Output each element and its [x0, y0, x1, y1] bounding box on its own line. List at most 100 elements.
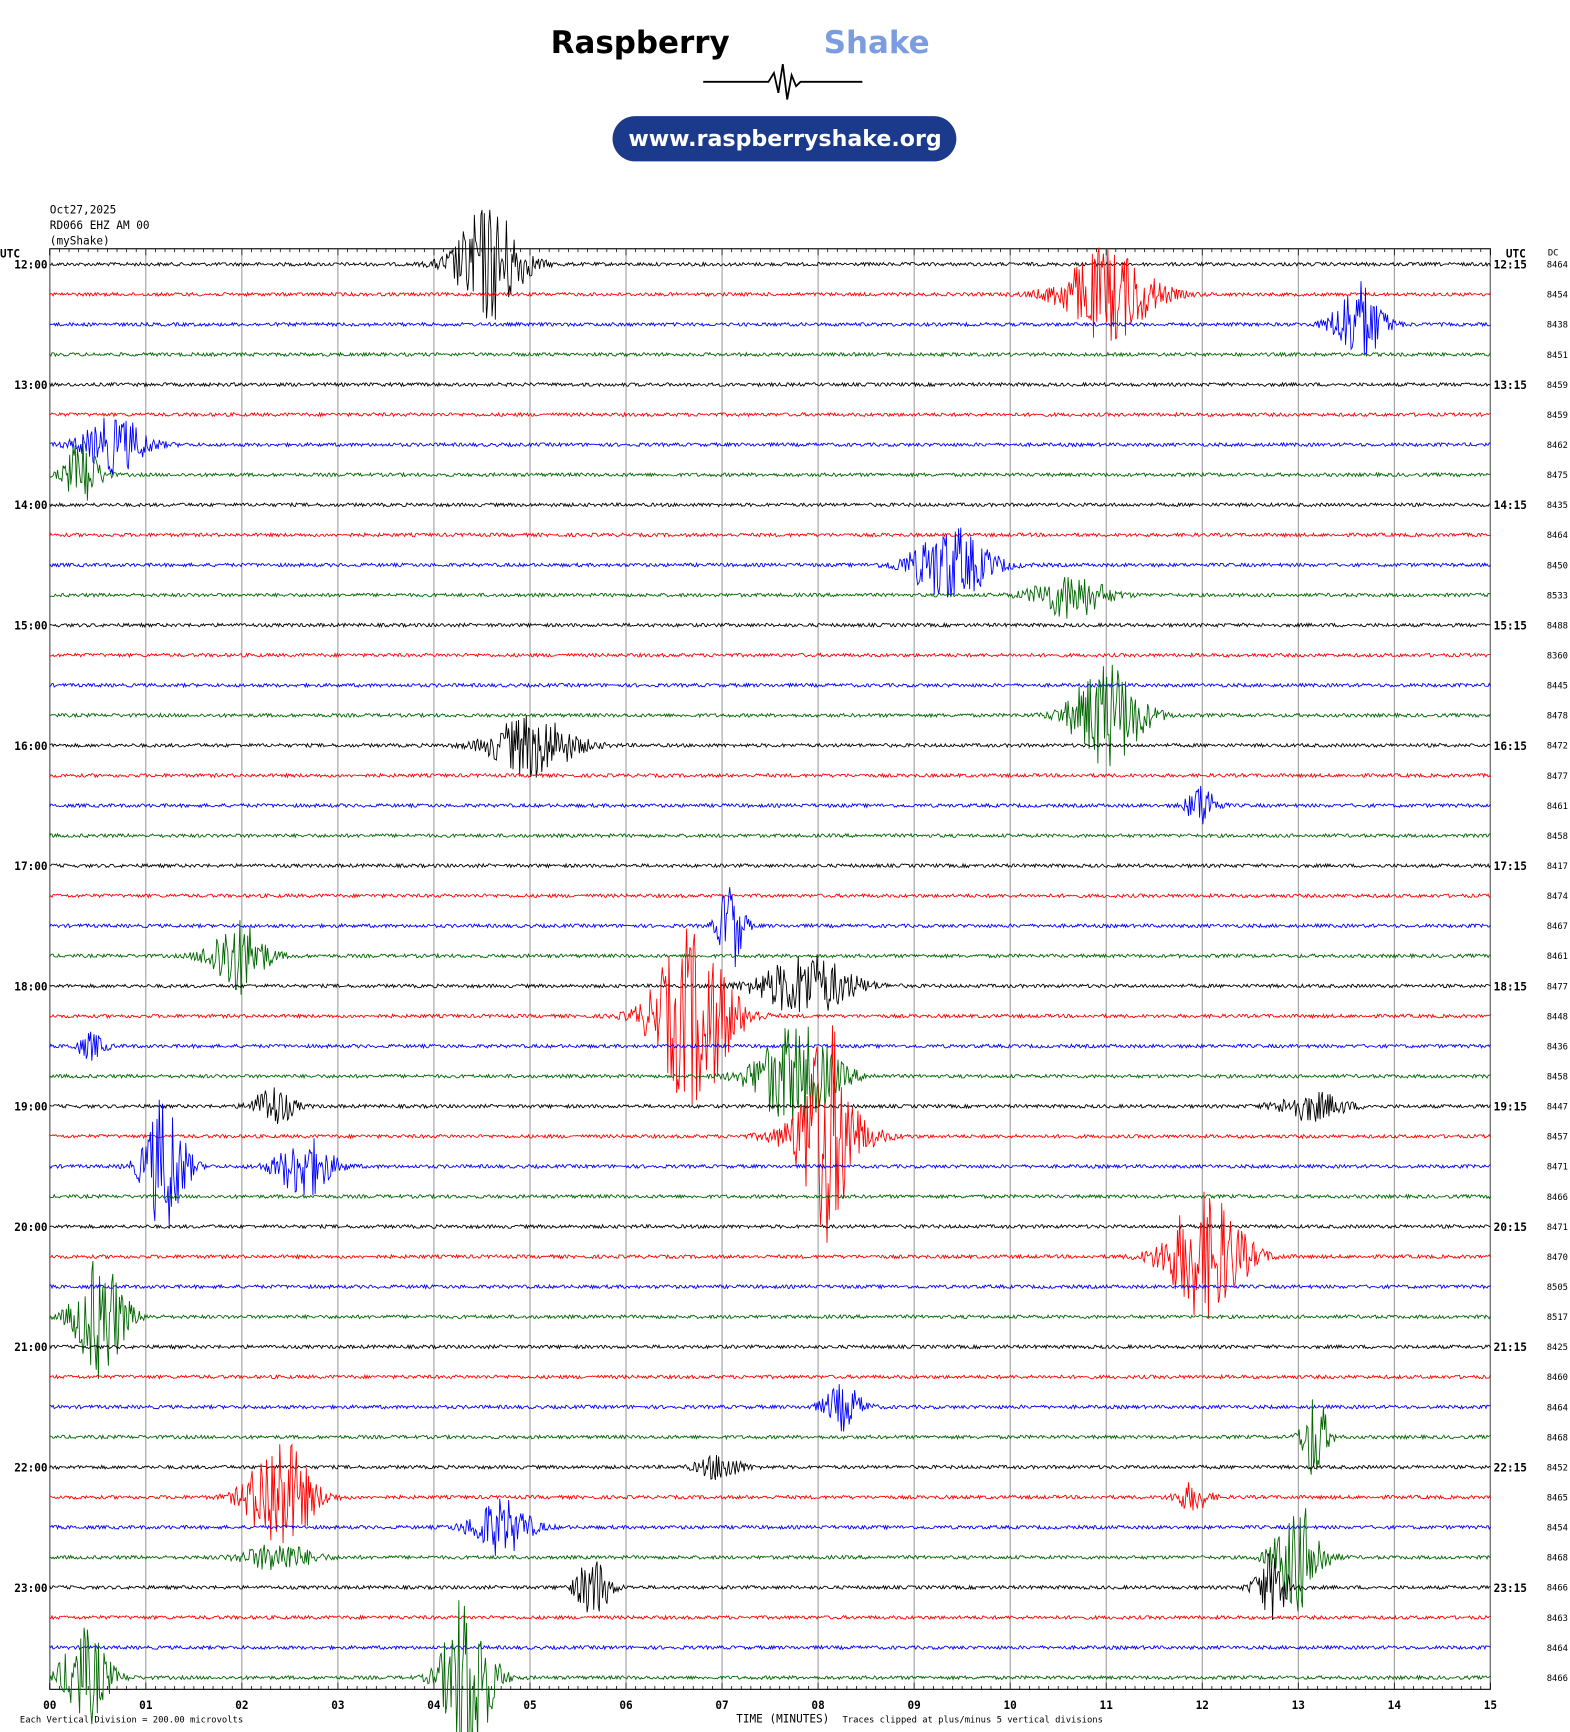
dc-value: 8458	[1547, 832, 1568, 842]
dc-value: 8460	[1547, 1373, 1568, 1383]
dc-value: 8477	[1547, 772, 1568, 782]
trace	[49, 1443, 1491, 1544]
trace	[49, 772, 1491, 779]
dc-value: 8360	[1547, 651, 1568, 661]
dc-value: 8533	[1547, 591, 1568, 601]
trace	[49, 577, 1491, 619]
dc-value: 8471	[1547, 1163, 1568, 1173]
dc-value: 8468	[1547, 1433, 1568, 1443]
trace	[49, 954, 1491, 1013]
trace	[49, 1260, 1491, 1379]
time-right: 13:15	[1494, 379, 1527, 392]
trace	[49, 1384, 1491, 1432]
minute-label: 04	[427, 1699, 441, 1712]
dc-title: DC	[1548, 248, 1559, 258]
trace	[49, 501, 1491, 508]
trace	[49, 1087, 1491, 1124]
trace	[49, 209, 1491, 320]
dc-value: 8445	[1547, 682, 1568, 692]
dc-value: 8466	[1547, 1674, 1568, 1684]
trace	[49, 1099, 1491, 1227]
time-right: 18:15	[1494, 980, 1527, 993]
trace	[49, 1508, 1491, 1612]
trace	[49, 527, 1491, 598]
time-left: 15:00	[14, 620, 47, 633]
time-left: 12:00	[14, 259, 47, 272]
minute-label: 09	[907, 1699, 920, 1712]
minute-label: 02	[235, 1699, 248, 1712]
dc-value: 8467	[1547, 922, 1568, 932]
dc-value: 8464	[1547, 261, 1568, 271]
minute-label: 15	[1484, 1699, 1497, 1712]
station: RD066 EHZ AM 00	[50, 219, 150, 232]
trace	[49, 1193, 1491, 1200]
time-left: 16:00	[14, 740, 47, 753]
trace	[49, 832, 1491, 839]
trace	[49, 1223, 1491, 1230]
trace	[49, 411, 1491, 418]
dc-value: 8436	[1547, 1042, 1568, 1052]
dc-value: 8464	[1547, 1403, 1568, 1413]
trace	[49, 1552, 1491, 1621]
minute-label: 11	[1100, 1699, 1114, 1712]
trace	[49, 417, 1491, 476]
minute-label: 13	[1292, 1699, 1305, 1712]
trace	[49, 1600, 1491, 1732]
dc-value: 8459	[1547, 381, 1568, 391]
trace	[49, 928, 1491, 1106]
minute-label: 10	[1004, 1699, 1017, 1712]
dc-value: 8472	[1547, 742, 1568, 752]
dc-value: 8417	[1547, 862, 1568, 872]
source: (myShake)	[50, 234, 110, 247]
time-right: 17:15	[1494, 860, 1527, 873]
trace	[49, 441, 1491, 501]
trace	[49, 682, 1491, 689]
trace	[49, 1283, 1491, 1290]
time-right: 21:15	[1494, 1341, 1527, 1354]
dc-value: 8466	[1547, 1193, 1568, 1203]
dc-value: 8465	[1547, 1493, 1568, 1503]
trace	[49, 862, 1491, 869]
trace	[49, 1644, 1491, 1651]
dc-value: 8435	[1547, 501, 1568, 511]
trace	[49, 1399, 1491, 1475]
dc-value: 8451	[1547, 351, 1568, 361]
trace	[49, 785, 1491, 825]
time-right: 23:15	[1494, 1582, 1527, 1595]
time-left: 17:00	[14, 860, 47, 873]
time-right: 20:15	[1494, 1221, 1527, 1234]
dc-value: 8466	[1547, 1584, 1568, 1594]
dc-value: 8475	[1547, 471, 1568, 481]
trace	[49, 652, 1491, 659]
dc-value: 8470	[1547, 1253, 1568, 1263]
brand-light: Shake	[824, 25, 930, 61]
brand-dark: Raspberry	[551, 25, 730, 61]
time-left: 18:00	[14, 980, 47, 993]
trace	[49, 1373, 1491, 1380]
minute-label: 12	[1196, 1699, 1209, 1712]
dc-value: 8468	[1547, 1554, 1568, 1564]
trace	[49, 247, 1491, 341]
time-left: 22:00	[14, 1462, 47, 1475]
trace	[49, 1025, 1491, 1243]
dc-value: 8454	[1547, 291, 1568, 301]
logo-wave	[703, 63, 863, 100]
dc-value: 8452	[1547, 1463, 1568, 1473]
dc-value: 8517	[1547, 1313, 1568, 1323]
division-note: Each Vertical Division = 200.00 microvol…	[20, 1715, 243, 1725]
time-right: 19:15	[1494, 1101, 1527, 1114]
dc-value: 8454	[1547, 1524, 1568, 1534]
time-right: 14:15	[1494, 499, 1527, 512]
time-left: 13:00	[14, 379, 47, 392]
dc-value: 8478	[1547, 712, 1568, 722]
minute-label: 03	[331, 1699, 344, 1712]
time-right: 22:15	[1494, 1462, 1527, 1475]
dc-value: 8457	[1547, 1133, 1568, 1143]
dc-value: 8474	[1547, 892, 1568, 902]
dc-value: 8450	[1547, 561, 1568, 571]
dc-value: 8447	[1547, 1103, 1568, 1113]
trace	[49, 1191, 1491, 1319]
trace	[49, 664, 1491, 767]
utc-left: UTC	[0, 248, 20, 261]
